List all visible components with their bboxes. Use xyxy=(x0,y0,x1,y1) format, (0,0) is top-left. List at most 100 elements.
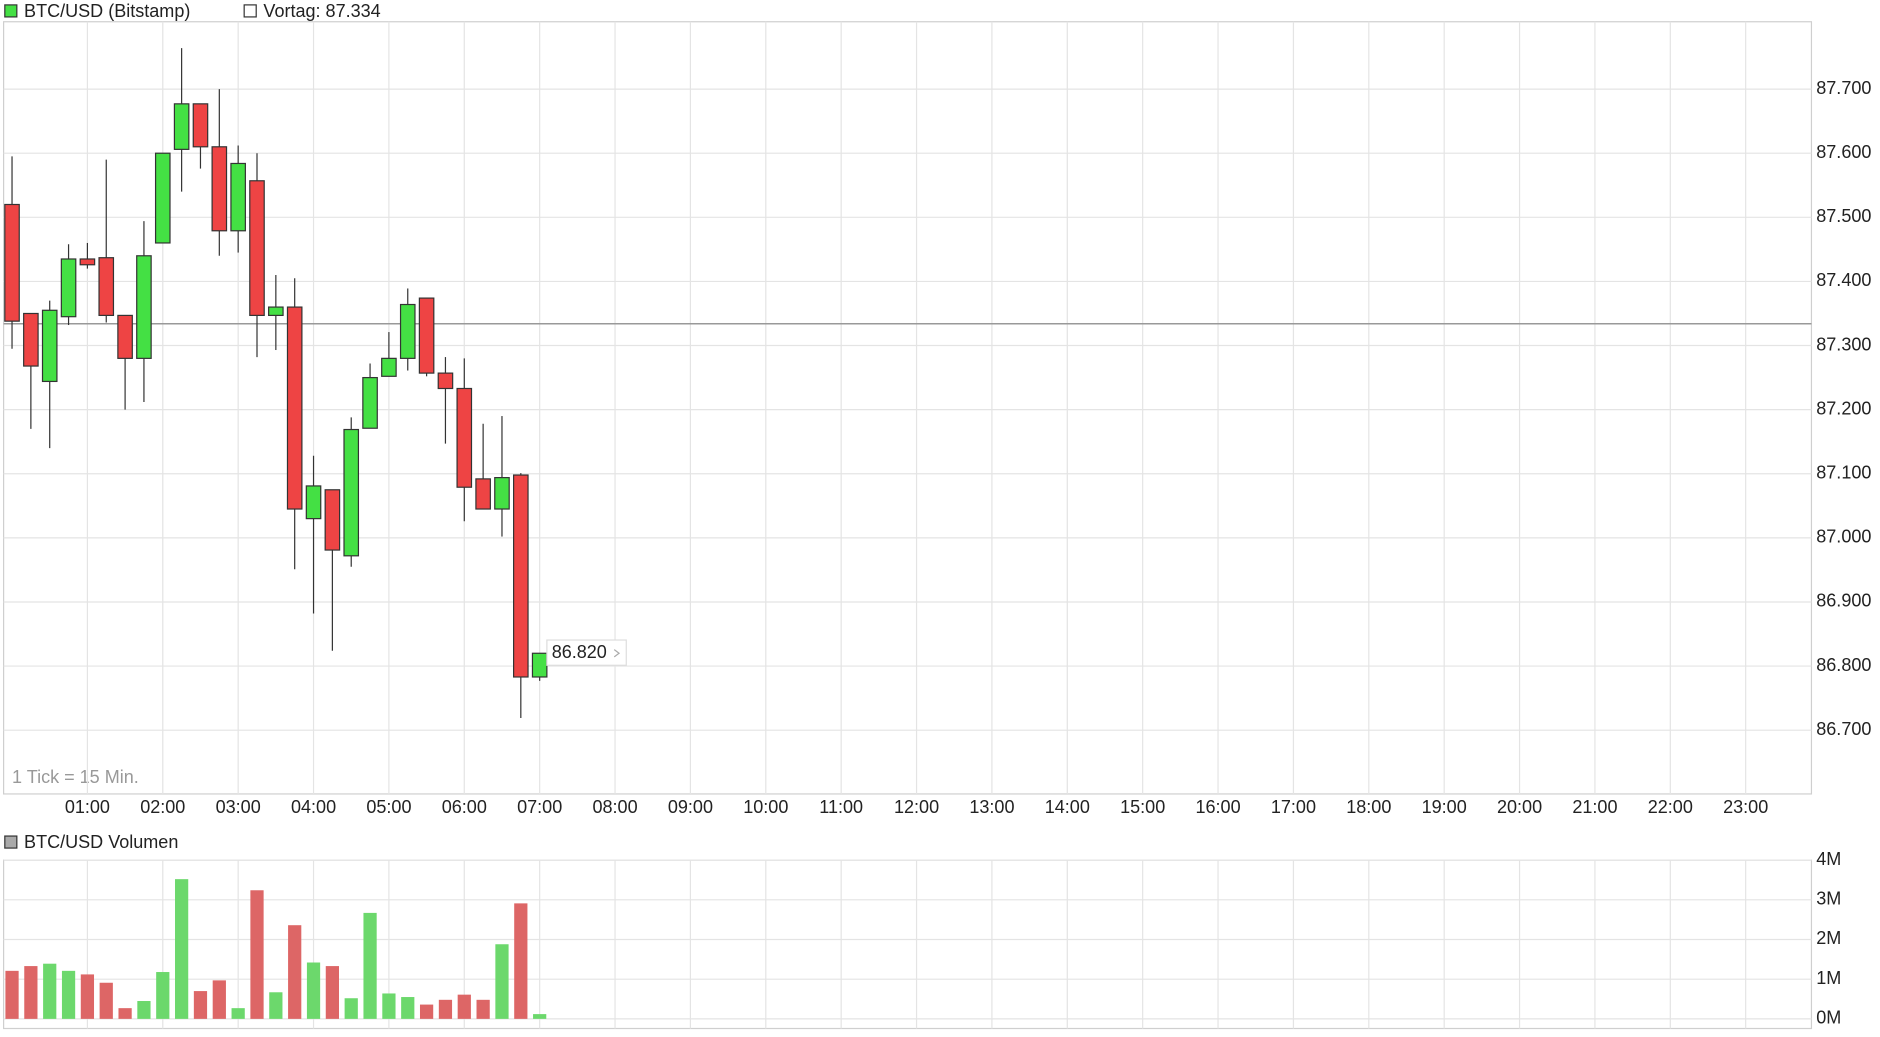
volume-bar xyxy=(193,991,208,1019)
legend-swatch xyxy=(243,4,257,18)
candle-body xyxy=(268,306,284,317)
volume-bar xyxy=(514,903,528,1019)
volume-bar xyxy=(325,966,339,1019)
volume-bar xyxy=(61,970,76,1019)
volume-bar xyxy=(43,963,57,1019)
candle-body xyxy=(98,257,115,317)
x-tick-label: 18:00 xyxy=(1346,797,1391,817)
volume-bar xyxy=(24,966,38,1019)
volume-bar xyxy=(382,993,396,1019)
x-tick-label: 15:00 xyxy=(1120,797,1165,817)
volume-bar xyxy=(118,1008,132,1019)
volume-bar xyxy=(306,962,321,1019)
volume-bar xyxy=(363,912,377,1019)
volume-title: BTC/USD Volumen xyxy=(24,832,178,852)
y-tick-label: 87.600 xyxy=(1816,142,1871,162)
candle-body xyxy=(456,387,473,488)
candle-body xyxy=(437,372,454,390)
x-tick-label: 08:00 xyxy=(592,797,637,817)
candle-body xyxy=(305,485,322,520)
x-tick-label: 11:00 xyxy=(819,797,863,817)
y-tick-label: 3M xyxy=(1816,889,1841,909)
volume-bar xyxy=(231,1008,245,1019)
last-price-arrow xyxy=(613,649,621,658)
candle-body xyxy=(23,312,39,367)
candle-body xyxy=(60,258,77,318)
last-price-label: 86.820 xyxy=(552,642,607,662)
y-tick-label: 87.000 xyxy=(1816,527,1871,547)
volume-bar xyxy=(495,944,509,1019)
volume-bar xyxy=(80,974,95,1019)
volume-bar xyxy=(5,970,19,1019)
x-tick-label: 19:00 xyxy=(1422,797,1467,817)
x-tick-label: 16:00 xyxy=(1195,797,1240,817)
y-tick-label: 1M xyxy=(1816,968,1841,988)
x-tick-label: 03:00 xyxy=(216,797,261,817)
y-tick-label: 2M xyxy=(1816,928,1841,948)
candle-body xyxy=(117,314,133,359)
volume-bar xyxy=(250,890,264,1019)
y-tick-label: 86.700 xyxy=(1816,719,1871,739)
x-tick-label: 02:00 xyxy=(140,797,185,817)
volume-bar xyxy=(175,879,189,1019)
y-tick-label: 87.300 xyxy=(1816,334,1871,354)
reference-label: Vortag: 87.334 xyxy=(263,1,380,21)
candle-body xyxy=(399,303,416,359)
y-tick-label: 86.800 xyxy=(1816,655,1871,675)
volume-bar xyxy=(476,999,490,1019)
candle-body xyxy=(173,103,190,150)
x-tick-label: 09:00 xyxy=(668,797,713,817)
price-panel xyxy=(3,21,1813,795)
candle-body xyxy=(343,428,360,557)
x-tick-label: 14:00 xyxy=(1045,797,1090,817)
y-tick-label: 87.500 xyxy=(1816,206,1871,226)
y-tick-label: 87.400 xyxy=(1816,270,1871,290)
candle-body xyxy=(494,477,510,510)
volume-bar xyxy=(533,1014,547,1019)
tick-note: 1 Tick = 15 Min. xyxy=(12,767,139,787)
candle-body xyxy=(211,146,228,232)
y-tick-label: 87.700 xyxy=(1816,78,1871,98)
x-tick-label: 17:00 xyxy=(1271,797,1316,817)
volume-bar xyxy=(156,972,170,1019)
x-tick-label: 23:00 xyxy=(1723,797,1768,817)
legend-swatch xyxy=(4,835,18,849)
candle-body xyxy=(381,357,397,377)
x-tick-label: 12:00 xyxy=(894,797,939,817)
volume-bar xyxy=(137,1001,151,1019)
candle-body xyxy=(531,652,548,678)
x-tick-label: 04:00 xyxy=(291,797,336,817)
volume-bar xyxy=(401,997,415,1019)
candle-body xyxy=(136,255,152,359)
x-tick-label: 20:00 xyxy=(1497,797,1542,817)
candle-body xyxy=(154,152,171,244)
volume-bar xyxy=(269,992,283,1019)
x-tick-label: 13:00 xyxy=(969,797,1014,817)
volume-bar xyxy=(212,980,226,1019)
y-tick-label: 86.900 xyxy=(1816,591,1871,611)
x-tick-label: 01:00 xyxy=(65,797,110,817)
candle-body xyxy=(286,306,303,510)
x-tick-label: 21:00 xyxy=(1572,797,1617,817)
legend-swatch xyxy=(4,4,18,18)
candle-body xyxy=(475,478,491,510)
candle-body xyxy=(4,203,20,322)
candle-body xyxy=(362,376,378,429)
x-tick-label: 07:00 xyxy=(517,797,562,817)
volume-bar xyxy=(419,1004,434,1019)
y-tick-label: 4M xyxy=(1816,849,1841,869)
y-tick-label: 87.200 xyxy=(1816,398,1871,418)
volume-bar xyxy=(457,994,471,1019)
candle-body xyxy=(79,258,96,266)
x-tick-label: 10:00 xyxy=(743,797,788,817)
candle-body xyxy=(192,103,209,148)
candle-body xyxy=(41,309,58,383)
volume-bar xyxy=(99,982,113,1019)
last-price-box xyxy=(546,639,627,666)
candle-body xyxy=(418,297,435,374)
volume-bar xyxy=(438,999,453,1019)
x-tick-label: 06:00 xyxy=(442,797,487,817)
volume-bar xyxy=(288,925,302,1019)
legend-label: BTC/USD (Bitstamp) xyxy=(24,1,190,21)
